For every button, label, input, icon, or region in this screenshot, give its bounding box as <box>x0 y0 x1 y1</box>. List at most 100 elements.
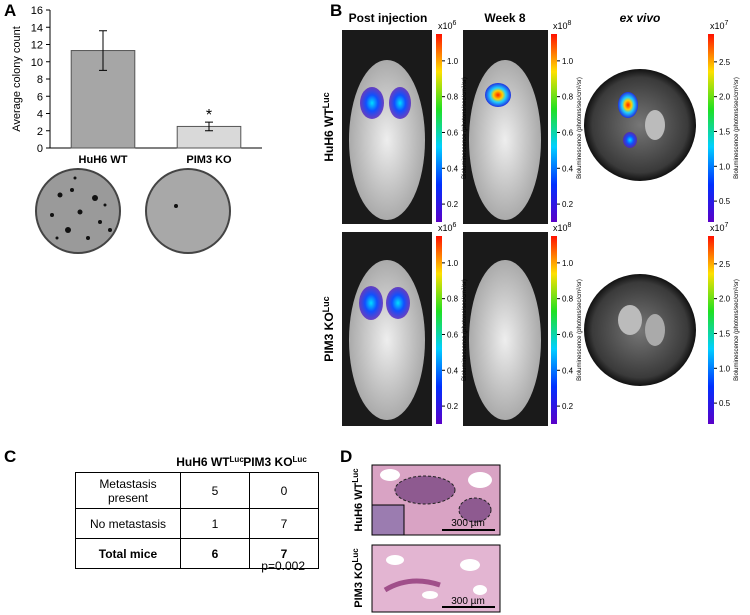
error-bar <box>99 30 107 71</box>
colony-dish <box>35 168 121 254</box>
colorbar-multiplier: x108 <box>553 20 572 31</box>
multiplier-exp: 8 <box>568 222 572 229</box>
colorbar-tick-label: 1.5 <box>719 127 731 136</box>
colorbar-tick-label: 1.0 <box>562 259 574 268</box>
colorbar-multiplier: x106 <box>438 222 457 233</box>
colorbar-multiplier: x106 <box>438 20 457 31</box>
column-header: Post injection <box>349 11 428 25</box>
colorbar-label: Bioluminescence (photons/sec/cm²/sr) <box>734 279 740 381</box>
colorbar-tick-label: 2.5 <box>719 58 731 67</box>
multiplier-exp: 6 <box>453 20 457 27</box>
y-tick-label: 12 <box>31 40 43 52</box>
colorbar-tick-label: 2.0 <box>719 93 731 102</box>
multiplier-base: x10 <box>710 223 725 233</box>
colorbar-label: Bioluminescence (photons/sec/cm²/sr) <box>462 77 468 179</box>
colorbar <box>436 236 442 424</box>
row-label: PIM3 KOLuc <box>321 296 336 361</box>
multiplier-base: x10 <box>710 21 725 31</box>
colorbar <box>551 34 557 222</box>
table-cell: Total mice <box>75 538 181 569</box>
colorbar-tick-label: 1.0 <box>719 364 731 373</box>
table-row: Metastasis present 5 0 <box>75 472 319 509</box>
error-bar <box>205 121 213 132</box>
scale-bar-label: 300 µm <box>451 518 485 529</box>
header-text: HuH6 WT <box>176 455 230 469</box>
multiplier-exp: 7 <box>725 20 729 27</box>
colorbar-tick-label: 0.4 <box>562 366 574 375</box>
table-cell: 1 <box>180 508 250 539</box>
colorbar-multiplier: x108 <box>553 222 572 233</box>
colorbar-tick-label: 0.6 <box>447 128 459 137</box>
multiplier-exp: 7 <box>725 222 729 229</box>
colorbar-tick-label: 0.2 <box>447 402 459 411</box>
table-cell: 7 <box>249 508 319 539</box>
table-cell: 5 <box>180 472 250 509</box>
colorbar <box>708 236 714 424</box>
multiplier-base: x10 <box>553 223 568 233</box>
colorbar-label: Bioluminescence (photons/sec/cm²/sr) <box>577 77 583 179</box>
table-row: No metastasis 1 7 <box>75 508 319 539</box>
table-row: Total mice 6 7 <box>75 538 319 569</box>
colorbar-label: Bioluminescence (photons/sec/cm²/sr) <box>577 279 583 381</box>
column-header: ex vivo <box>620 11 661 25</box>
histology-image <box>371 464 501 613</box>
table-header: HuH6 WTLuc <box>176 455 244 469</box>
multiplier-base: x10 <box>438 21 453 31</box>
y-axis-label: Average colony count <box>11 26 23 132</box>
table-header: PIM3 KOLuc <box>243 455 307 469</box>
colony-dish <box>145 168 231 254</box>
panel-label: B <box>330 1 342 20</box>
y-tick-label: 10 <box>31 57 43 69</box>
multiplier-exp: 6 <box>453 222 457 229</box>
y-tick-label: 8 <box>37 74 43 86</box>
panel-label: C <box>4 447 16 466</box>
table-cell: 6 <box>180 538 250 569</box>
panel-label: A <box>4 1 16 20</box>
colorbar-label: Bioluminescence (photons/sec/cm²/sr) <box>462 279 468 381</box>
multiplier-base: x10 <box>438 223 453 233</box>
row-label-sup: Luc <box>321 296 331 312</box>
colorbar-tick-label: 0.2 <box>562 402 574 411</box>
scale-bar-label: 300 µm <box>451 596 485 607</box>
multiplier-base: x10 <box>553 21 568 31</box>
row-label-sup: Luc <box>351 468 360 483</box>
colorbar-label: Bioluminescence (photons/sec/cm²/sr) <box>734 77 740 179</box>
multiplier-exp: 8 <box>568 20 572 27</box>
colorbar-tick-label: 0.8 <box>562 295 574 304</box>
significance-mark: * <box>206 107 212 124</box>
row-label: HuH6 WTLuc <box>321 92 336 161</box>
row-label: HuH6 WTLuc <box>351 468 365 532</box>
row-label-text: PIM3 KO <box>322 312 336 361</box>
colorbar <box>708 34 714 222</box>
header-sup: Luc <box>293 455 308 464</box>
colorbar-tick-label: 1.5 <box>719 329 731 338</box>
ivis-image <box>342 30 696 426</box>
colorbar-tick-label: 0.6 <box>447 330 459 339</box>
colorbar-tick-label: 0.8 <box>447 295 459 304</box>
colorbar-tick-label: 0.4 <box>562 164 574 173</box>
header-sup: Luc <box>230 455 245 464</box>
row-label-sup: Luc <box>351 548 360 563</box>
x-tick-label: HuH6 WT <box>79 154 128 166</box>
table-cell: No metastasis <box>75 508 181 539</box>
panel-label: D <box>340 447 352 466</box>
y-tick-label: 0 <box>37 143 43 155</box>
colorbar-tick-label: 2.0 <box>719 295 731 304</box>
y-tick-label: 4 <box>37 109 43 121</box>
colorbar-tick-label: 0.8 <box>562 93 574 102</box>
colorbar-tick-label: 0.5 <box>719 197 731 206</box>
colorbar-tick-label: 1.0 <box>447 57 459 66</box>
colorbar-tick-label: 0.4 <box>447 366 459 375</box>
metastasis-table: Metastasis present 5 0 No metastasis 1 7 Total… <box>75 472 319 569</box>
row-label-text: PIM3 KO <box>353 562 365 608</box>
y-tick-label: 2 <box>37 126 43 138</box>
y-tick-label: 16 <box>31 5 43 17</box>
y-tick-label: 6 <box>37 91 43 103</box>
row-label-text: HuH6 WT <box>322 108 336 162</box>
colorbar-multiplier: x107 <box>710 222 729 233</box>
colorbar-tick-label: 1.0 <box>719 162 731 171</box>
colorbar-tick-label: 0.6 <box>562 330 574 339</box>
y-tick-label: 14 <box>31 22 43 34</box>
colorbar-multiplier: x107 <box>710 20 729 31</box>
